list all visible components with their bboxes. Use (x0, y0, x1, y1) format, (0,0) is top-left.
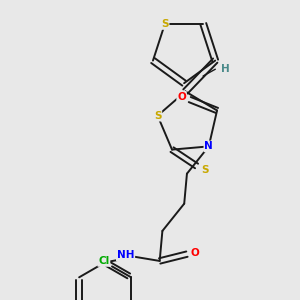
Text: N: N (204, 141, 213, 152)
Text: NH: NH (117, 250, 134, 260)
Text: O: O (191, 248, 200, 258)
Text: S: S (161, 19, 169, 29)
Text: S: S (154, 111, 161, 121)
Text: S: S (201, 165, 208, 175)
Text: H: H (220, 64, 229, 74)
Text: Cl: Cl (98, 256, 110, 266)
Text: O: O (177, 92, 186, 102)
